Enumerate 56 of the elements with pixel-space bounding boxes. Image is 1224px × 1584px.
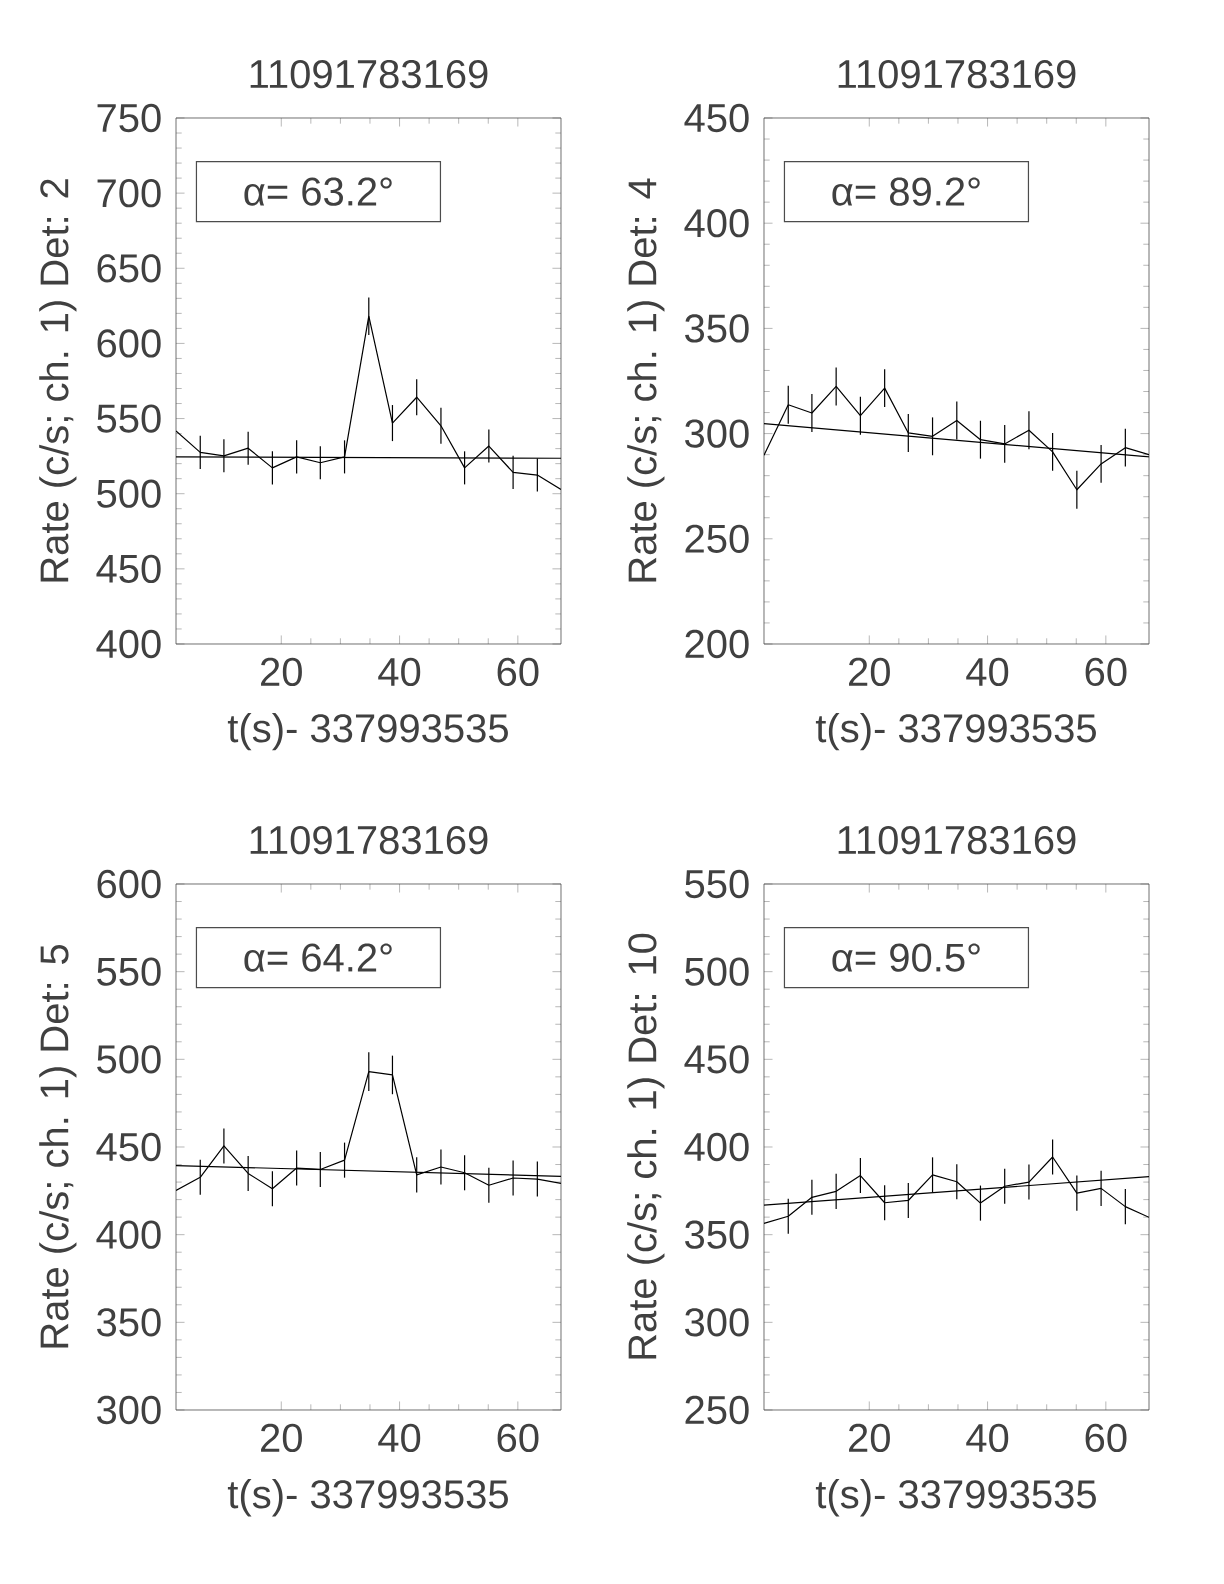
x-tick-label: 20 — [849, 657, 890, 687]
x-tick-label: 60 — [497, 657, 539, 687]
y-tick-label: 550 — [685, 869, 749, 899]
annotation: α= 64.2° — [244, 943, 392, 972]
y-tick-label: 300 — [685, 419, 749, 448]
x-tick-label: 40 — [378, 657, 421, 687]
y-tick-label: 400 — [96, 1220, 161, 1249]
y-tick-label: 350 — [685, 1220, 749, 1249]
y-tick-label: 350 — [685, 314, 749, 343]
y-tick-label: 450 — [96, 1132, 161, 1162]
y-axis-title: Rate (c/s; ch. 1) Det: 5 — [39, 944, 77, 1348]
chart-title: 11091783169 — [838, 59, 1076, 89]
y-tick-label: 300 — [685, 1308, 749, 1337]
x-tick-label: 20 — [261, 657, 302, 687]
y-tick-label: 550 — [97, 404, 161, 433]
y-tick-label: 500 — [97, 1045, 161, 1074]
x-tick-label: 60 — [1085, 657, 1127, 687]
y-tick-label: 400 — [96, 629, 161, 659]
x-tick-label: 40 — [378, 1423, 421, 1453]
x-axis-title: t(s)- 337993535 — [815, 1479, 1096, 1517]
x-axis-title: t(s)- 337993535 — [815, 713, 1096, 751]
x-tick-label: 60 — [1085, 1423, 1127, 1453]
y-tick-label: 550 — [97, 957, 161, 986]
y-tick-label: 200 — [685, 629, 749, 659]
y-tick-label: 450 — [684, 1045, 749, 1074]
x-axis-title: t(s)- 337993535 — [227, 713, 508, 751]
y-axis-title: Rate (c/s; ch. 1) Det: 10 — [627, 933, 665, 1359]
chart-title: 11091783169 — [250, 59, 488, 89]
x-axis-title: t(s)- 337993535 — [227, 1479, 508, 1517]
y-axis-title: Rate (c/s; ch. 1) Det: 2 — [39, 179, 77, 582]
y-tick-label: 600 — [97, 329, 161, 358]
x-tick-label: 20 — [849, 1423, 890, 1453]
annotation: α= 63.2° — [244, 177, 392, 206]
y-tick-label: 650 — [97, 254, 161, 283]
x-tick-label: 60 — [497, 1423, 539, 1453]
chart-title: 11091783169 — [838, 825, 1076, 855]
y-tick-label: 350 — [97, 1308, 161, 1337]
y-tick-label: 500 — [97, 479, 161, 508]
y-tick-label: 300 — [97, 1395, 161, 1425]
chart-title: 11091783169 — [250, 825, 488, 855]
y-tick-label: 250 — [685, 1395, 749, 1425]
y-tick-label: 450 — [684, 103, 749, 133]
x-tick-label: 20 — [261, 1423, 302, 1453]
y-tick-label: 400 — [684, 209, 749, 238]
y-tick-label: 500 — [685, 957, 749, 986]
y-axis-title: Rate (c/s; ch. 1) Det: 4 — [627, 178, 665, 582]
x-tick-label: 40 — [966, 657, 1009, 687]
y-tick-label: 400 — [684, 1132, 749, 1162]
x-tick-label: 40 — [966, 1423, 1009, 1453]
y-tick-label: 750 — [97, 103, 161, 133]
y-tick-label: 450 — [96, 554, 161, 583]
y-tick-label: 600 — [97, 869, 161, 899]
y-tick-label: 250 — [685, 524, 749, 553]
annotation: α= 89.2° — [832, 177, 980, 206]
annotation: α= 90.5° — [832, 943, 980, 972]
y-tick-label: 700 — [97, 178, 161, 208]
